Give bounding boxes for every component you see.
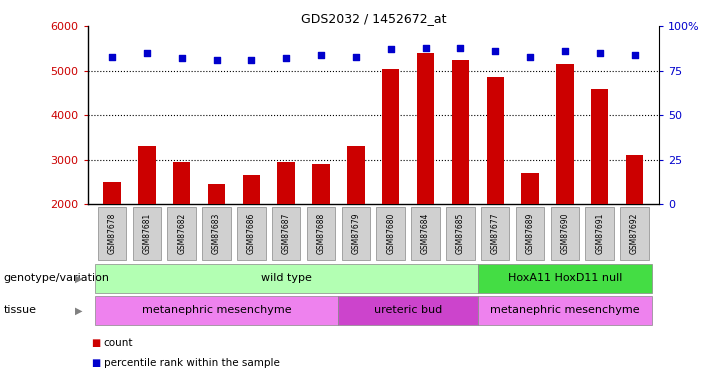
FancyBboxPatch shape: [95, 264, 478, 293]
Text: wild type: wild type: [261, 273, 312, 284]
Point: [107, 54, 118, 60]
Text: HoxA11 HoxD11 null: HoxA11 HoxD11 null: [508, 273, 622, 284]
Text: metanephric mesenchyme: metanephric mesenchyme: [490, 305, 640, 315]
Bar: [486, 78, 504, 204]
Text: ▶: ▶: [75, 305, 83, 315]
FancyBboxPatch shape: [620, 207, 649, 260]
FancyBboxPatch shape: [481, 207, 510, 260]
Bar: [451, 60, 469, 204]
Bar: [626, 155, 644, 204]
Point: [559, 48, 571, 54]
Bar: [417, 53, 434, 204]
FancyBboxPatch shape: [132, 207, 161, 260]
Text: GSM87679: GSM87679: [351, 213, 360, 254]
Point: [524, 54, 536, 60]
Text: GSM87690: GSM87690: [560, 213, 569, 254]
Text: GSM87692: GSM87692: [630, 213, 639, 254]
Text: percentile rank within the sample: percentile rank within the sample: [104, 358, 280, 368]
Bar: [207, 184, 225, 204]
Text: metanephric mesenchyme: metanephric mesenchyme: [142, 305, 292, 315]
Text: count: count: [104, 338, 133, 348]
FancyBboxPatch shape: [339, 296, 478, 325]
FancyBboxPatch shape: [411, 207, 440, 260]
Point: [280, 56, 292, 62]
Bar: [347, 147, 365, 204]
Text: genotype/variation: genotype/variation: [4, 273, 109, 284]
Title: GDS2032 / 1452672_at: GDS2032 / 1452672_at: [301, 12, 446, 25]
Point: [176, 56, 187, 62]
Text: GSM87686: GSM87686: [247, 213, 256, 254]
Bar: [556, 64, 573, 204]
Text: ▶: ▶: [75, 273, 83, 284]
Bar: [173, 162, 191, 204]
FancyBboxPatch shape: [97, 207, 126, 260]
Text: GSM87684: GSM87684: [421, 213, 430, 254]
FancyBboxPatch shape: [446, 207, 475, 260]
Text: GSM87691: GSM87691: [595, 213, 604, 254]
Point: [489, 48, 501, 54]
FancyBboxPatch shape: [341, 207, 370, 260]
Text: GSM87687: GSM87687: [282, 213, 291, 254]
Text: GSM87678: GSM87678: [107, 213, 116, 254]
FancyBboxPatch shape: [376, 207, 405, 260]
Bar: [103, 182, 121, 204]
Text: GSM87683: GSM87683: [212, 213, 221, 254]
FancyBboxPatch shape: [478, 264, 652, 293]
Point: [629, 52, 640, 58]
Bar: [138, 147, 156, 204]
Text: GSM87677: GSM87677: [491, 213, 500, 254]
Point: [594, 50, 606, 56]
Text: GSM87682: GSM87682: [177, 213, 186, 254]
Bar: [522, 173, 539, 204]
Text: GSM87689: GSM87689: [526, 213, 535, 254]
Text: ureteric bud: ureteric bud: [374, 305, 442, 315]
Text: GSM87680: GSM87680: [386, 213, 395, 254]
FancyBboxPatch shape: [516, 207, 545, 260]
Text: GSM87688: GSM87688: [317, 213, 325, 254]
FancyBboxPatch shape: [237, 207, 266, 260]
Point: [246, 57, 257, 63]
Point: [455, 45, 466, 51]
FancyBboxPatch shape: [168, 207, 196, 260]
Text: tissue: tissue: [4, 305, 36, 315]
Bar: [278, 162, 295, 204]
Text: ■: ■: [91, 358, 100, 368]
FancyBboxPatch shape: [550, 207, 579, 260]
Bar: [382, 69, 400, 204]
Point: [211, 57, 222, 63]
Bar: [313, 164, 329, 204]
FancyBboxPatch shape: [202, 207, 231, 260]
Point: [141, 50, 152, 56]
Text: GSM87685: GSM87685: [456, 213, 465, 254]
FancyBboxPatch shape: [307, 207, 335, 260]
FancyBboxPatch shape: [95, 296, 339, 325]
FancyBboxPatch shape: [478, 296, 652, 325]
Point: [315, 52, 327, 58]
Point: [420, 45, 431, 51]
Bar: [591, 88, 608, 204]
Point: [350, 54, 362, 60]
Text: ■: ■: [91, 338, 100, 348]
Point: [385, 46, 396, 53]
Bar: [243, 176, 260, 204]
FancyBboxPatch shape: [272, 207, 301, 260]
FancyBboxPatch shape: [585, 207, 614, 260]
Text: GSM87681: GSM87681: [142, 213, 151, 254]
